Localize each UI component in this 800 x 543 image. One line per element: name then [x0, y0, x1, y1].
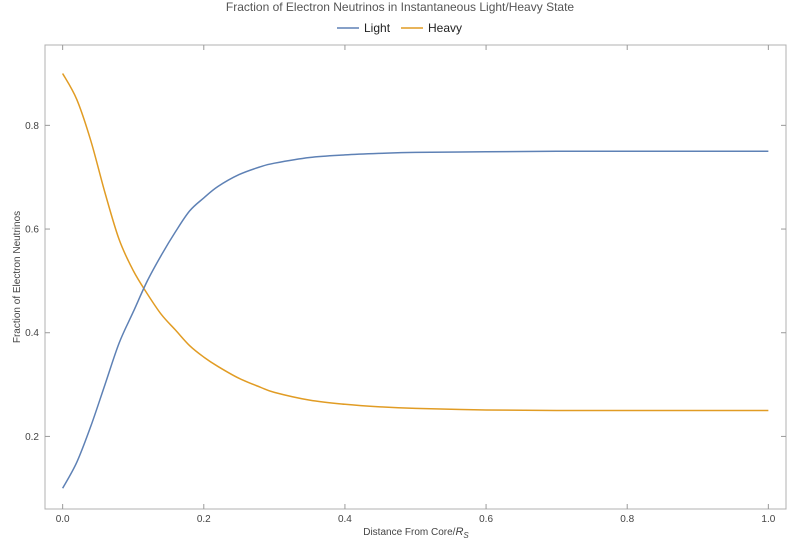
x-axis-label-variable: R	[455, 526, 463, 538]
legend: Light Heavy	[337, 21, 462, 35]
x-axis-label-main: Distance From Core/	[363, 527, 455, 538]
x-tick-label: 0.8	[620, 514, 634, 525]
chart-title: Fraction of Electron Neutrinos in Instan…	[226, 0, 575, 14]
x-tick-label: 0.4	[338, 514, 352, 525]
x-tick-label: 0.0	[56, 514, 70, 525]
x-tick-label: 1.0	[761, 514, 775, 525]
series-line-light	[61, 150, 769, 489]
legend-label-light: Light	[364, 21, 391, 35]
plot-frame	[44, 44, 787, 510]
y-tick-label: 0.2	[25, 432, 39, 443]
x-axis-label-subscript: S	[463, 531, 469, 540]
x-axis-label: Distance From Core/RS	[363, 526, 469, 540]
y-tick-label: 0.6	[25, 225, 39, 236]
y-tick-label: 0.8	[25, 121, 39, 132]
y-axis: 0.2 0.4 0.6 0.8	[25, 121, 786, 443]
x-axis: 0.0 0.2 0.4 0.6 0.8 1.0	[56, 45, 776, 525]
x-tick-label: 0.6	[479, 514, 493, 525]
y-axis-label: Fraction of Electron Neutrinos	[12, 211, 23, 343]
legend-label-heavy: Heavy	[428, 21, 462, 35]
y-tick-label: 0.4	[25, 328, 39, 339]
x-tick-label: 0.2	[197, 514, 211, 525]
series-line-heavy	[61, 73, 769, 412]
